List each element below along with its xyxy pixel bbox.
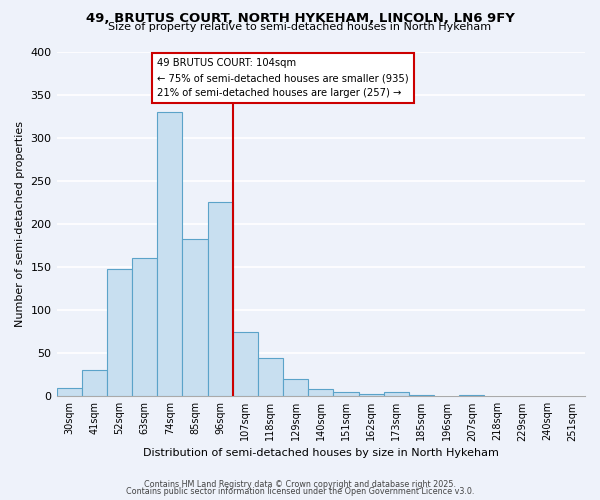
Bar <box>208 202 233 396</box>
Text: Contains HM Land Registry data © Crown copyright and database right 2025.: Contains HM Land Registry data © Crown c… <box>144 480 456 489</box>
Text: 49 BRUTUS COURT: 104sqm
← 75% of semi-detached houses are smaller (935)
21% of s: 49 BRUTUS COURT: 104sqm ← 75% of semi-de… <box>157 58 409 98</box>
X-axis label: Distribution of semi-detached houses by size in North Hykeham: Distribution of semi-detached houses by … <box>143 448 499 458</box>
Text: Contains public sector information licensed under the Open Government Licence v3: Contains public sector information licen… <box>126 487 474 496</box>
Bar <box>132 258 157 396</box>
Bar <box>233 332 258 396</box>
Bar <box>56 388 82 396</box>
Bar <box>182 238 208 396</box>
Bar <box>107 268 132 396</box>
Bar <box>82 370 107 396</box>
Bar <box>258 358 283 397</box>
Bar <box>383 392 409 396</box>
Bar <box>359 394 383 396</box>
Text: Size of property relative to semi-detached houses in North Hykeham: Size of property relative to semi-detach… <box>109 22 491 32</box>
Bar <box>283 379 308 396</box>
Bar <box>334 392 359 396</box>
Text: 49, BRUTUS COURT, NORTH HYKEHAM, LINCOLN, LN6 9FY: 49, BRUTUS COURT, NORTH HYKEHAM, LINCOLN… <box>86 12 514 24</box>
Bar <box>308 390 334 396</box>
Y-axis label: Number of semi-detached properties: Number of semi-detached properties <box>15 121 25 327</box>
Bar <box>409 394 434 396</box>
Bar <box>157 112 182 397</box>
